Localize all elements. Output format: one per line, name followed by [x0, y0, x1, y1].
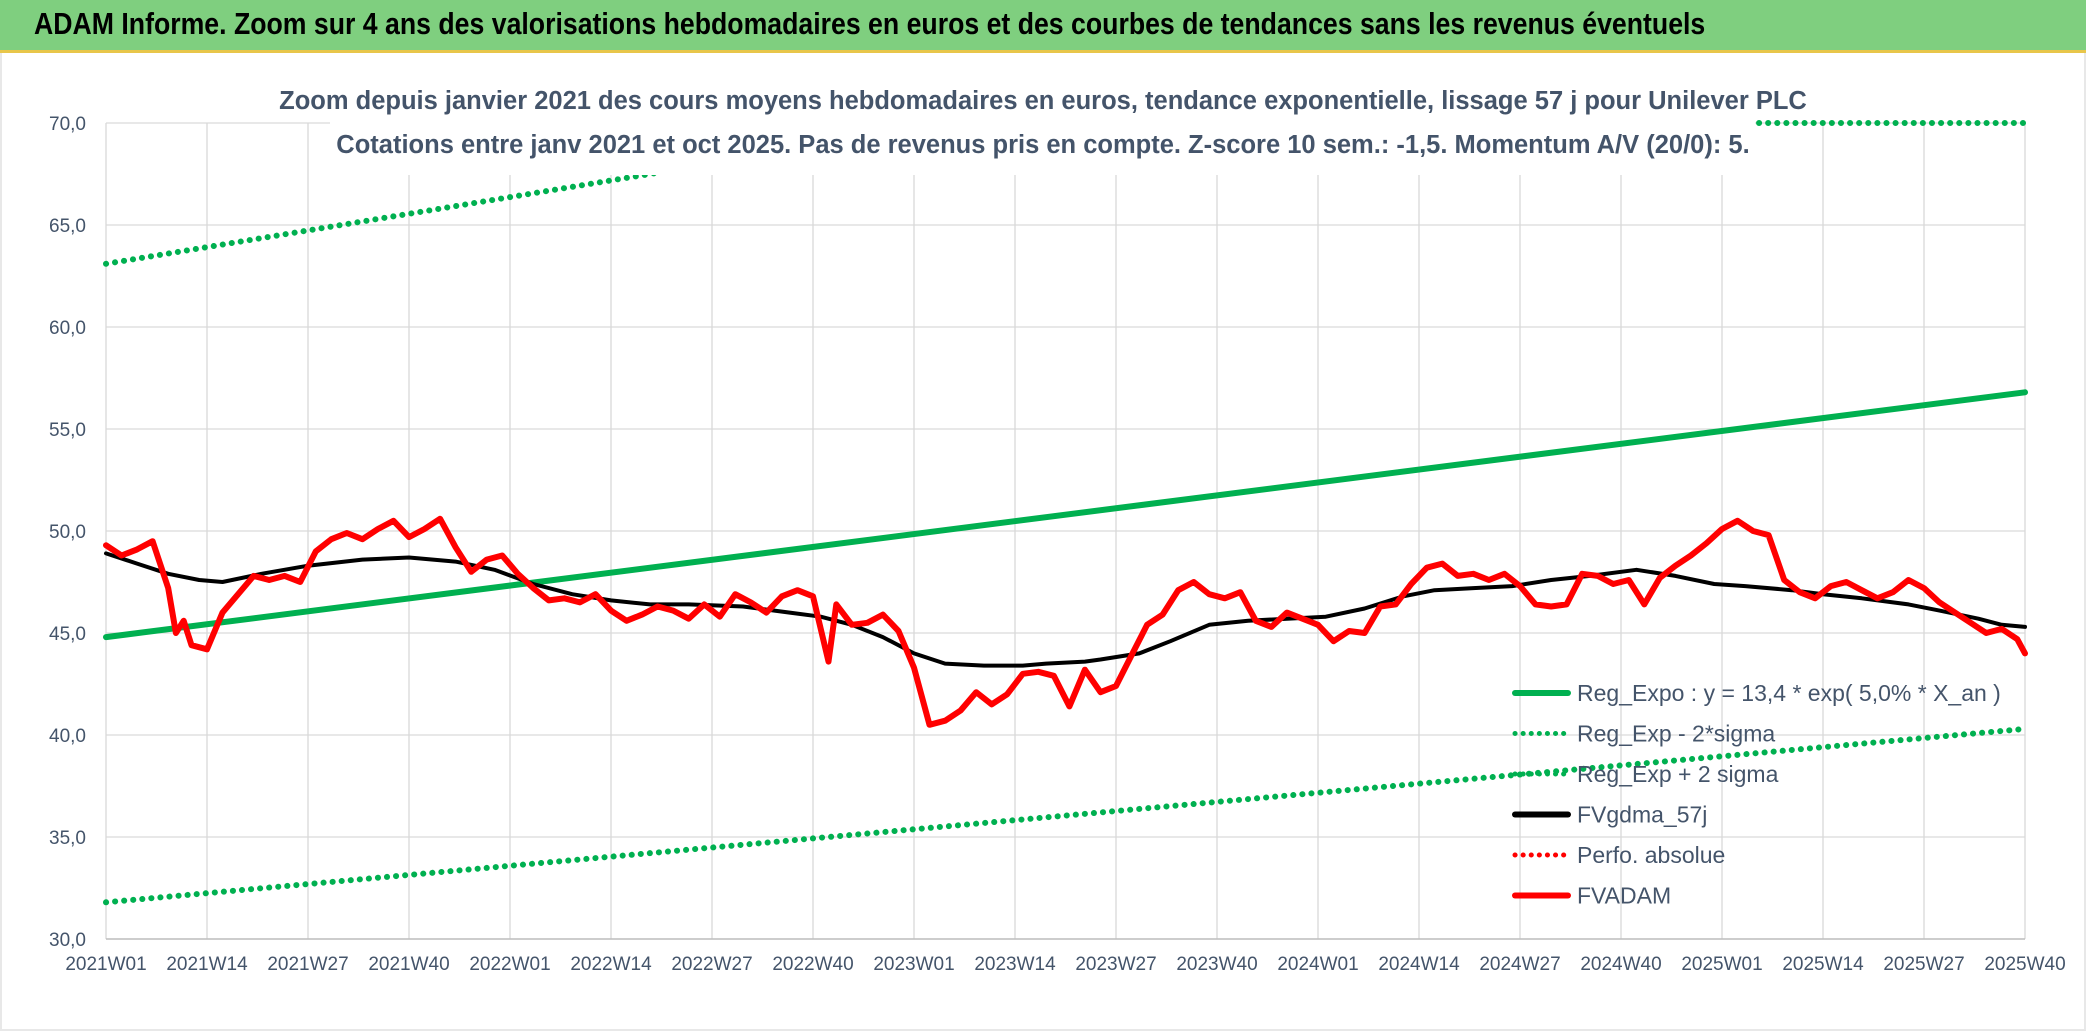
legend-label: Reg_Exp - 2*sigma: [1577, 721, 1775, 747]
y-tick-label: 65,0: [49, 216, 86, 237]
x-tick-label: 2025W14: [1782, 954, 1864, 975]
x-tick-label: 2021W01: [65, 954, 146, 975]
series-fvadam: [103, 515, 2028, 728]
legend-label: FVADAM: [1577, 883, 1671, 909]
y-tick-label: 35,0: [49, 828, 86, 849]
y-tick-label: 30,0: [49, 930, 86, 951]
line-chart: 30,0 35,0 40,0 45,0 50,0 55,0 60,0 65,0 70,0 2021…: [49, 75, 2066, 975]
axis-layer: 30,0 35,0 40,0 45,0 50,0 55,0 60,0 65,0 70,0 2021…: [49, 114, 2066, 975]
x-tick-label: 2023W14: [974, 954, 1056, 975]
y-tick-label: 60,0: [49, 318, 86, 339]
x-tick-label: 2022W27: [671, 954, 752, 975]
y-tick-label: 50,0: [49, 522, 86, 543]
x-tick-label: 2022W01: [469, 954, 550, 975]
series-reg-exp-minus-2sigma: [103, 725, 2028, 906]
chart-title-line2: Cotations entre janv 2021 et oct 2025. P…: [336, 131, 1749, 159]
x-tick-label: 2024W14: [1378, 954, 1460, 975]
series-layer: [103, 120, 2028, 906]
chart-title-background: [330, 75, 1755, 175]
x-tick-label: 2025W40: [1984, 954, 2065, 975]
chart-title: Zoom depuis janvier 2021 des cours moyen…: [279, 75, 1807, 175]
report-banner: ADAM Informe. Zoom sur 4 ans des valoris…: [0, 0, 2086, 53]
x-tick-label: 2024W27: [1479, 954, 1560, 975]
x-tick-label: 2022W40: [772, 954, 853, 975]
y-tick-label: 70,0: [49, 114, 86, 135]
x-tick-label: 2021W14: [166, 954, 248, 975]
legend-label: FVgdma_57j: [1577, 802, 1707, 828]
y-tick-label: 45,0: [49, 624, 86, 645]
x-tick-label: 2021W40: [368, 954, 449, 975]
legend-label: Reg_Exp + 2 sigma: [1577, 761, 1779, 787]
chart-legend: Reg_Expo : y = 13,4 * exp( 5,0% * X_an )…: [1512, 680, 2001, 909]
legend-label: Perfo. absolue: [1577, 842, 1725, 868]
y-tick-label: 55,0: [49, 420, 86, 441]
x-tick-label: 2023W40: [1176, 954, 1257, 975]
banner-title: ADAM Informe. Zoom sur 4 ans des valoris…: [34, 6, 1706, 41]
x-tick-label: 2022W14: [570, 954, 652, 975]
x-tick-label: 2025W01: [1681, 954, 1762, 975]
y-tick-label: 40,0: [49, 726, 86, 747]
x-tick-label: 2023W01: [873, 954, 954, 975]
x-tick-label: 2021W27: [267, 954, 348, 975]
series-reg-expo: [103, 389, 2028, 641]
series-fvgdma-57j: [104, 551, 2027, 668]
x-tick-label: 2025W27: [1883, 954, 1964, 975]
x-tick-label: 2024W01: [1277, 954, 1358, 975]
chart-title-line1: Zoom depuis janvier 2021 des cours moyen…: [279, 87, 1807, 115]
legend-label: Reg_Expo : y = 13,4 * exp( 5,0% * X_an ): [1577, 680, 2001, 706]
x-tick-label: 2024W40: [1580, 954, 1661, 975]
x-tick-label: 2023W27: [1075, 954, 1156, 975]
